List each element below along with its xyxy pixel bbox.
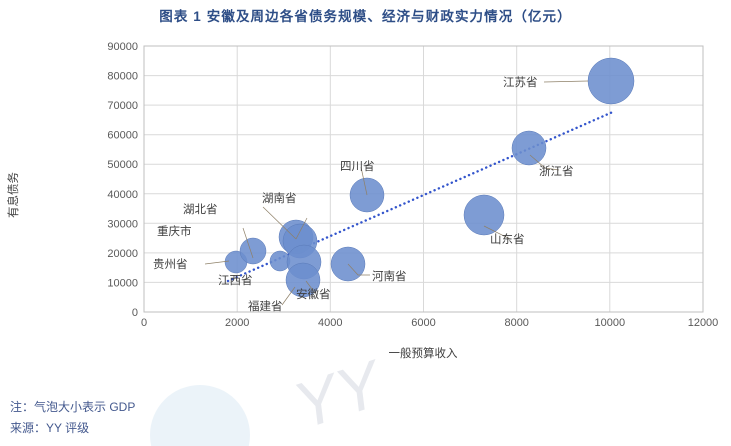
svg-text:80000: 80000 bbox=[107, 71, 138, 83]
svg-text:70000: 70000 bbox=[107, 100, 138, 112]
svg-text:40000: 40000 bbox=[107, 189, 138, 201]
svg-text:12000: 12000 bbox=[688, 317, 719, 329]
svg-text:6000: 6000 bbox=[411, 317, 435, 329]
svg-text:山东省: 山东省 bbox=[490, 233, 525, 246]
svg-text:10000: 10000 bbox=[107, 277, 138, 289]
svg-text:安徽省: 安徽省 bbox=[296, 287, 331, 301]
svg-text:四川省: 四川省 bbox=[340, 160, 375, 173]
svg-text:30000: 30000 bbox=[107, 218, 138, 230]
svg-text:50000: 50000 bbox=[107, 159, 138, 171]
svg-text:河南省: 河南省 bbox=[372, 269, 407, 283]
svg-text:0: 0 bbox=[132, 307, 138, 319]
svg-text:有息债务: 有息债务 bbox=[6, 172, 20, 218]
svg-text:8000: 8000 bbox=[504, 317, 528, 329]
svg-text:湖南省: 湖南省 bbox=[262, 191, 297, 205]
svg-text:20000: 20000 bbox=[107, 248, 138, 260]
svg-text:10000: 10000 bbox=[595, 317, 626, 329]
svg-text:浙江省: 浙江省 bbox=[539, 165, 574, 178]
svg-text:江苏省: 江苏省 bbox=[503, 76, 538, 89]
svg-text:江西省: 江西省 bbox=[218, 274, 253, 287]
svg-text:60000: 60000 bbox=[107, 130, 138, 142]
svg-text:重庆市: 重庆市 bbox=[157, 224, 192, 238]
svg-text:2000: 2000 bbox=[225, 317, 249, 329]
svg-text:一般预算收入: 一般预算收入 bbox=[389, 346, 458, 360]
svg-text:贵州省: 贵州省 bbox=[153, 258, 188, 271]
svg-text:90000: 90000 bbox=[107, 41, 138, 53]
svg-text:4000: 4000 bbox=[318, 317, 342, 329]
svg-text:0: 0 bbox=[141, 317, 147, 329]
svg-text:福建省: 福建省 bbox=[248, 299, 283, 313]
svg-text:湖北省: 湖北省 bbox=[183, 202, 218, 216]
